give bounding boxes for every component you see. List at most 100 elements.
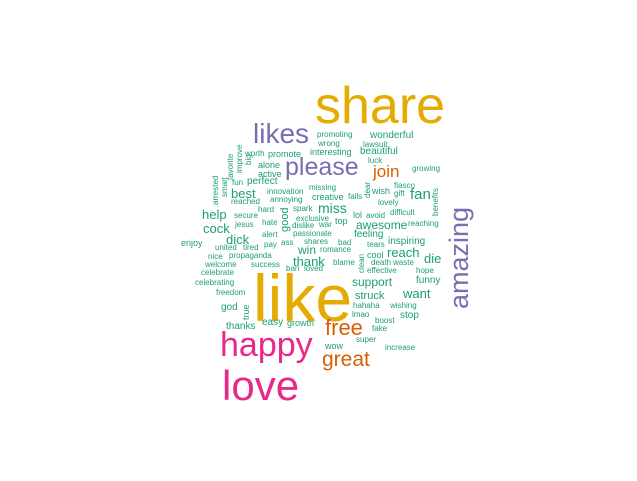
word-stop: stop	[400, 310, 419, 321]
word-fan: fan	[410, 186, 431, 203]
word-passionate: passionate	[293, 229, 332, 238]
word-loved: loved	[304, 264, 324, 273]
word-reaching: reaching	[408, 219, 439, 228]
word-growth: growth	[287, 318, 315, 328]
word-wrong: wrong	[318, 139, 340, 148]
word-welcome: welcome	[205, 260, 237, 269]
word-wonderful: wonderful	[370, 130, 414, 141]
word-tears: tears	[367, 240, 385, 249]
word-lmao: lmao	[352, 310, 370, 319]
word-thanks: thanks	[226, 321, 256, 332]
word-growing: growing	[412, 164, 441, 173]
word-pay: pay	[264, 240, 277, 249]
word-ban: ban	[286, 264, 300, 273]
word-gift: gift	[394, 189, 405, 198]
word-beautiful: beautiful	[360, 146, 398, 157]
word-funny: funny	[416, 275, 441, 286]
word-interesting: interesting	[310, 147, 352, 157]
word-join: join	[373, 162, 400, 181]
word-secure: secure	[234, 211, 259, 220]
word-promoting: promoting	[317, 130, 353, 139]
word-god: god	[221, 302, 238, 313]
word-difficult: difficult	[390, 208, 415, 217]
word-nice: nice	[208, 252, 223, 261]
word-enjoy: enjoy	[181, 238, 203, 248]
word-celebrate: celebrate	[201, 268, 234, 277]
word-big: big	[244, 154, 253, 165]
word-great: great	[322, 348, 370, 371]
word-luck: luck	[368, 156, 383, 165]
word-alert: alert	[262, 230, 278, 239]
word-war: war	[319, 220, 332, 229]
word-reach: reach	[387, 245, 420, 260]
word-die: die	[424, 251, 442, 266]
word-help: help	[202, 207, 227, 222]
word-benefits: benefits	[431, 187, 440, 216]
word-cool: cool	[367, 250, 384, 260]
word-waste: waste	[393, 258, 414, 267]
word-missing: missing	[309, 183, 337, 192]
word-bad: bad	[338, 238, 352, 247]
word-improve: improve	[235, 144, 244, 173]
word-smart: smart	[220, 177, 229, 197]
word-good: good	[279, 207, 291, 232]
word-propaganda: propaganda	[229, 251, 272, 260]
word-support: support	[352, 275, 393, 289]
word-annoying: annoying	[270, 195, 303, 204]
word-worth: worth	[245, 149, 265, 158]
word-free: free	[325, 315, 363, 340]
word-win: win	[298, 243, 317, 257]
word-lovely: lovely	[378, 198, 399, 207]
word-reached: reached	[231, 197, 260, 206]
word-hope: hope	[416, 266, 434, 275]
word-fun: fun	[232, 178, 244, 187]
word-freedom: freedom	[216, 288, 246, 297]
word-awesome: awesome	[356, 218, 408, 232]
word-success: success	[251, 260, 280, 269]
word-love: love	[222, 362, 300, 409]
word-active: active	[258, 169, 282, 179]
word-boost: boost	[375, 316, 395, 325]
word-avoid: avoid	[366, 211, 386, 220]
word-dick: dick	[226, 232, 250, 247]
word-effective: effective	[367, 266, 397, 275]
word-wow: wow	[325, 341, 344, 351]
word-alone: alone	[258, 160, 281, 170]
word-perfect: perfect	[247, 176, 278, 187]
word-easy: easy	[262, 317, 284, 328]
word-likes: likes	[253, 118, 310, 149]
word-thank: thank	[293, 254, 325, 269]
word-best: best	[231, 186, 256, 201]
word-true: true	[241, 304, 251, 320]
word-miss: miss	[318, 200, 347, 216]
word-spark: spark	[293, 204, 313, 213]
word-want: want	[403, 286, 431, 301]
word-promote: promote	[268, 149, 302, 159]
word-united: united	[215, 243, 237, 252]
word-clean: clean	[357, 253, 366, 273]
word-feeling: feeling	[354, 229, 384, 240]
word-innovation: innovation	[267, 187, 304, 196]
word-wish: wish	[372, 186, 391, 196]
word-happy: happy	[220, 326, 313, 364]
word-creative: creative	[312, 192, 344, 202]
word-ass: ass	[281, 238, 294, 247]
word-dislike: dislike	[292, 221, 315, 230]
word-struck: struck	[355, 290, 385, 302]
word-amazing: amazing	[444, 206, 474, 309]
word-death: death	[371, 258, 392, 267]
word-like: like	[253, 261, 353, 335]
word-fails: fails	[348, 192, 363, 201]
word-romance: romance	[320, 245, 352, 254]
word-celebrating: celebrating	[195, 278, 235, 287]
word-fake: fake	[372, 324, 388, 333]
word-super: super	[356, 335, 377, 344]
word-tired: tired	[243, 243, 259, 252]
word-hate: hate	[262, 218, 278, 227]
word-inspiring: inspiring	[388, 236, 426, 247]
word-top: top	[335, 216, 348, 226]
word-wishing: wishing	[390, 301, 417, 310]
word-arrested: arrested	[211, 175, 220, 205]
word-hard: hard	[258, 205, 275, 214]
